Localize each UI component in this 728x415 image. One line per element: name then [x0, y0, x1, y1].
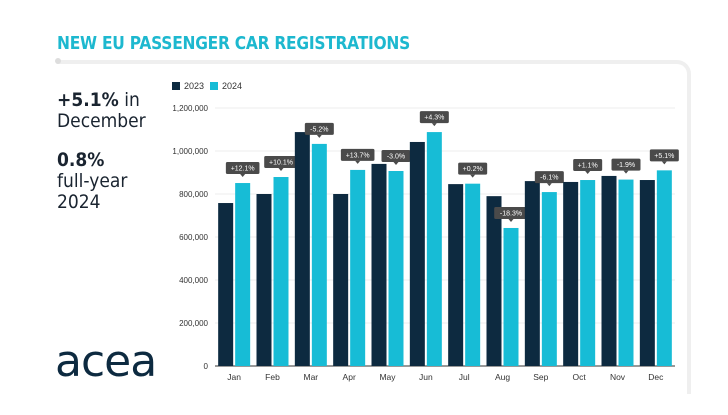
bar-2023-nov — [601, 175, 617, 366]
bar-2024-dec — [656, 170, 672, 366]
change-label-pointer — [431, 123, 437, 127]
y-tick-label: 1,200,000 — [172, 104, 208, 113]
bar-2024-jul — [465, 183, 481, 366]
x-tick-label: Nov — [610, 372, 626, 382]
kpi-full-year: 0.8% full-year 2024 — [57, 150, 127, 213]
change-label-box — [573, 159, 603, 172]
kpi-full-year-label: full-year — [57, 170, 128, 192]
change-label-box — [494, 206, 528, 219]
change-label-pointer — [393, 161, 399, 165]
bar-2024-aug — [503, 227, 519, 366]
change-label: +12.1% — [231, 166, 255, 173]
bar-2023-feb — [256, 194, 272, 366]
change-label-pointer — [470, 174, 476, 178]
bar-2024-oct — [580, 180, 596, 366]
change-label-box — [225, 162, 260, 175]
x-tick-label: Oct — [573, 372, 587, 382]
kpi-december: +5.1% in December — [57, 90, 146, 132]
bar-2024-jun — [426, 132, 442, 366]
frame-dot — [55, 58, 61, 64]
y-tick-label: 800,000 — [179, 190, 208, 199]
kpi-december-label: December — [57, 110, 146, 132]
bar-2023-jun — [409, 141, 425, 366]
bar-2023-apr — [333, 194, 349, 366]
bar-2024-feb — [273, 177, 289, 366]
change-label-box — [534, 171, 564, 184]
kpi-december-value: +5.1% — [57, 89, 119, 111]
change-label-box — [304, 122, 334, 135]
change-label: +4.3% — [424, 115, 444, 122]
bar-2024-sep — [541, 192, 557, 366]
bar-2024-apr — [350, 169, 366, 366]
x-tick-label: Jan — [227, 372, 241, 382]
change-label: +10.1% — [269, 160, 293, 167]
page-title: NEW EU PASSENGER CAR REGISTRATIONS — [57, 33, 410, 54]
chart-legend: 2023 2024 — [172, 81, 242, 91]
acea-logo: acea — [55, 336, 157, 387]
bar-2024-jan — [235, 183, 251, 366]
bar-2023-dec — [639, 180, 655, 366]
bar-2023-may — [371, 163, 387, 366]
x-tick-label: Dec — [648, 372, 664, 382]
change-label: -1.9% — [617, 162, 635, 169]
x-tick-label: Jun — [419, 372, 433, 382]
change-label: -18.3% — [500, 210, 522, 217]
change-label-pointer — [508, 218, 514, 222]
kpi-december-suffix: in — [124, 89, 140, 111]
change-label: -5.2% — [310, 126, 328, 133]
x-tick-label: Sep — [533, 372, 548, 382]
change-label-pointer — [316, 134, 322, 138]
change-label-box — [649, 149, 679, 162]
bar-2023-aug — [486, 196, 502, 366]
bar-2023-jul — [448, 184, 464, 366]
bar-2023-jan — [218, 203, 234, 366]
bar-2023-oct — [563, 181, 579, 366]
x-tick-label: Feb — [265, 372, 280, 382]
bar-2023-mar — [294, 132, 310, 366]
change-label-pointer — [278, 168, 284, 172]
x-tick-label: May — [379, 372, 396, 382]
change-label-pointer — [623, 170, 629, 174]
legend-item-2023: 2023 — [172, 81, 204, 91]
bar-2023-sep — [524, 181, 540, 366]
y-tick-label: 600,000 — [179, 233, 208, 242]
kpi-full-year-year: 2024 — [57, 191, 101, 213]
x-tick-label: Aug — [495, 372, 510, 382]
change-label-pointer — [585, 171, 591, 175]
y-tick-label: 0 — [204, 362, 209, 371]
change-label-pointer — [546, 183, 552, 187]
kpi-full-year-value: 0.8% — [57, 149, 105, 171]
change-label: +0.2% — [463, 166, 483, 173]
change-label-box — [381, 149, 411, 162]
bar-2024-nov — [618, 179, 634, 366]
x-tick-label: Mar — [304, 372, 319, 382]
change-label-box — [611, 158, 641, 171]
change-label: +1.1% — [578, 163, 598, 170]
change-label: -6.1% — [540, 175, 558, 182]
bar-2024-mar — [311, 143, 327, 366]
x-tick-label: Apr — [343, 372, 356, 382]
y-tick-label: 1,000,000 — [172, 147, 208, 156]
change-label-box — [419, 111, 449, 124]
change-label-box — [458, 162, 488, 175]
x-tick-label: Jul — [459, 372, 470, 382]
change-label-pointer — [355, 160, 361, 164]
change-label: +5.1% — [654, 153, 674, 160]
change-label-pointer — [661, 161, 667, 165]
bar-2024-may — [388, 170, 404, 366]
change-label-pointer — [240, 174, 246, 178]
change-label: -3.0% — [387, 153, 405, 160]
change-label: +13.7% — [346, 152, 370, 159]
y-tick-label: 400,000 — [179, 276, 208, 285]
change-label-box — [264, 156, 298, 169]
legend-item-2024: 2024 — [210, 81, 242, 91]
card-frame — [57, 60, 691, 394]
y-tick-label: 200,000 — [179, 319, 208, 328]
change-label-box — [340, 148, 375, 161]
